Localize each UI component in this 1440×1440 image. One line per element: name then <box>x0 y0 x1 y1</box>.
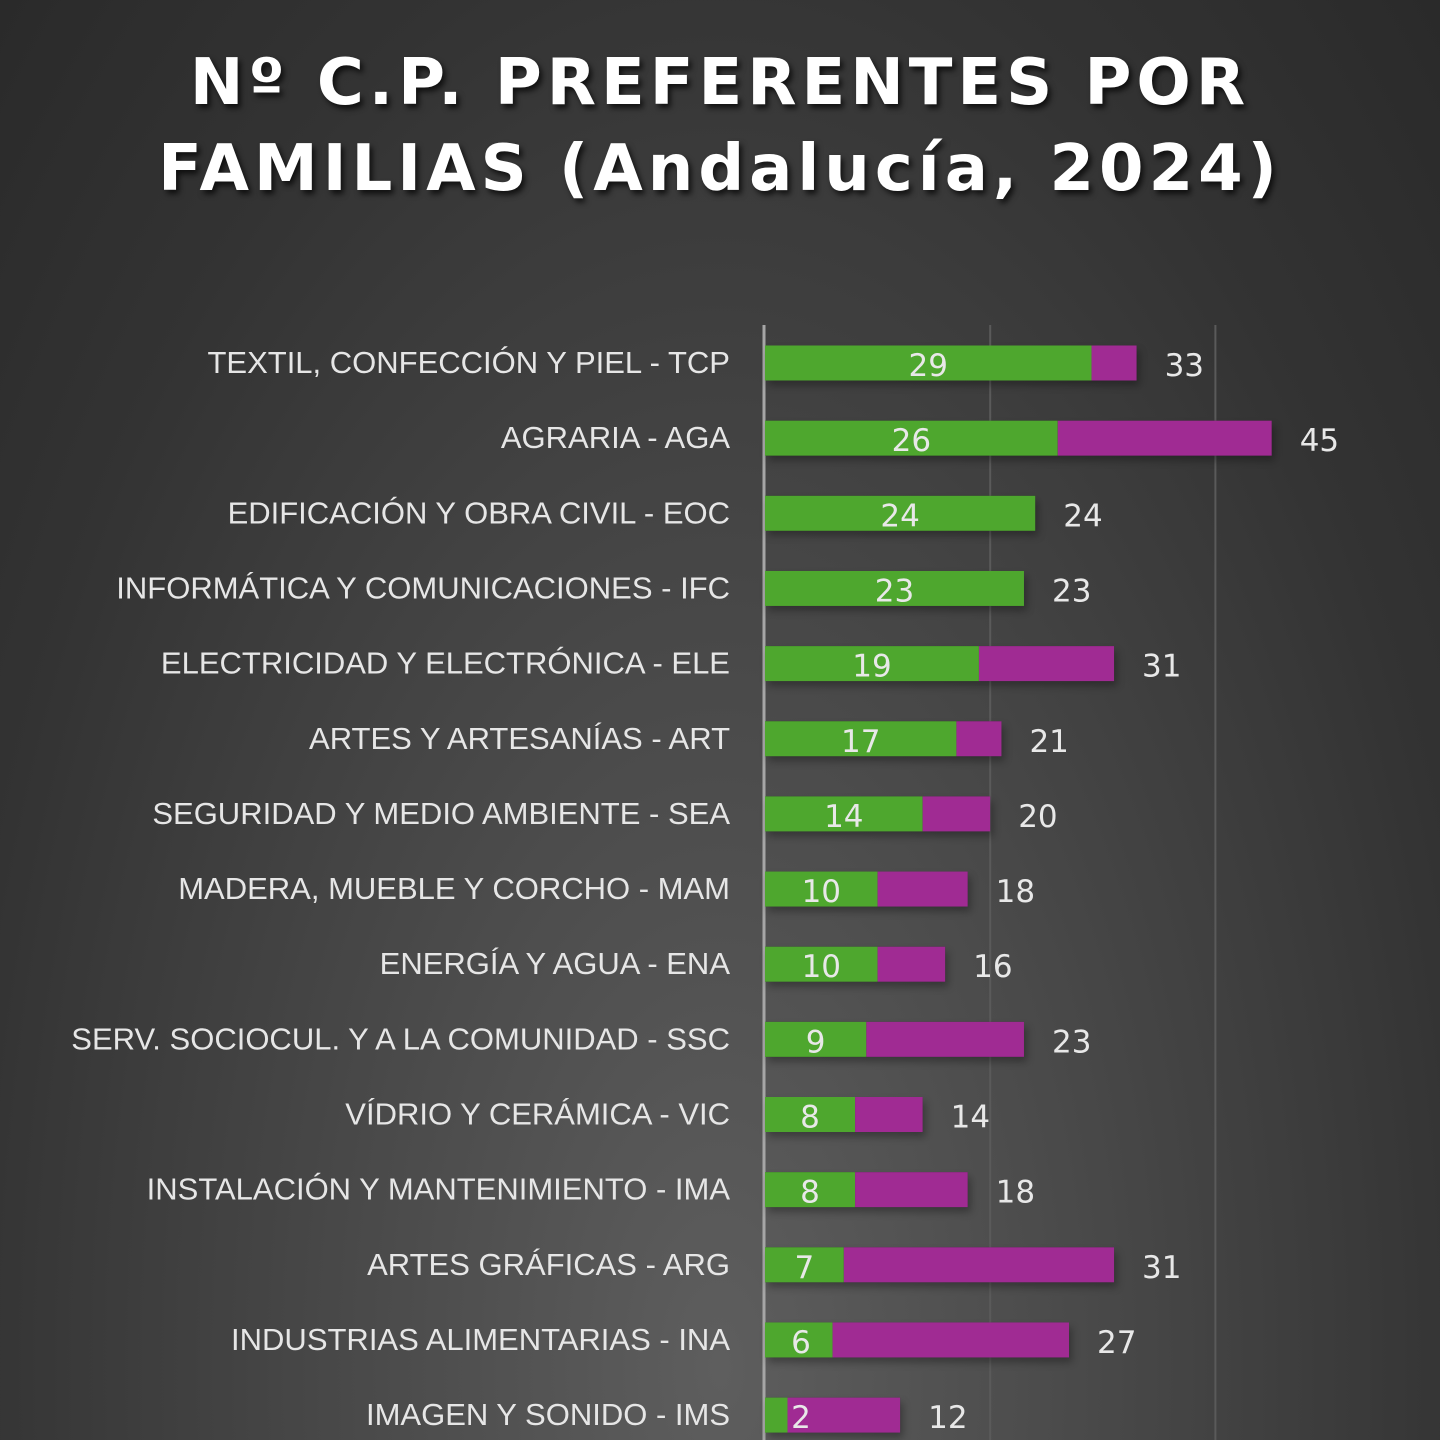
category-label: VÍDRIO Y CERÁMICA - VIC <box>345 1097 730 1132</box>
data-label-total: 31 <box>1142 1250 1181 1286</box>
category-label: INFORMÁTICA Y COMUNICACIONES - IFC <box>116 570 730 605</box>
bar-preferentes <box>765 420 1058 456</box>
bar-resto <box>877 871 968 907</box>
category-label: AGRARIA - AGA <box>501 420 730 455</box>
data-label-total: 23 <box>1052 1024 1091 1060</box>
data-label-total: 33 <box>1165 348 1204 384</box>
data-label-preferentes: 26 <box>892 423 931 459</box>
category-label: ENERGÍA Y AGUA - ENA <box>380 946 731 981</box>
category-label: IMAGEN Y SONIDO - IMS <box>366 1397 730 1432</box>
bar-preferentes <box>765 1021 867 1057</box>
data-label-preferentes: 7 <box>795 1250 815 1286</box>
data-label-preferentes: 19 <box>852 649 891 685</box>
bar-resto <box>855 1172 968 1208</box>
category-label: TEXTIL, CONFECCIÓN Y PIEL - TCP <box>207 345 730 380</box>
data-label-total: 27 <box>1097 1325 1136 1361</box>
chart-title: Nº C.P. PREFERENTES POR FAMILIAS (Andalu… <box>158 46 1282 206</box>
bar-resto <box>922 796 991 832</box>
data-label-total: 20 <box>1018 799 1057 835</box>
bar-preferentes <box>765 345 1092 381</box>
bar-preferentes <box>765 1397 788 1433</box>
bar-preferentes <box>765 495 1036 531</box>
category-label: ARTES GRÁFICAS - ARG <box>367 1247 730 1282</box>
category-label: MADERA, MUEBLE Y CORCHO - MAM <box>178 871 730 906</box>
bar-resto <box>1091 345 1137 381</box>
data-label-total: 14 <box>951 1100 990 1136</box>
data-label-preferentes: 23 <box>875 573 914 609</box>
bar-preferentes <box>765 871 878 907</box>
data-label-total: 31 <box>1142 649 1181 685</box>
data-label-total: 18 <box>996 1175 1035 1211</box>
data-label-total: 12 <box>928 1400 967 1436</box>
data-label-preferentes: 8 <box>800 1175 820 1211</box>
bar-preferentes <box>765 646 979 682</box>
bar-resto <box>978 646 1115 682</box>
category-label: ARTES Y ARTESANÍAS - ART <box>309 721 730 756</box>
category-label: ELECTRICIDAD Y ELECTRÓNICA - ELE <box>161 646 730 681</box>
category-label: SEGURIDAD Y MEDIO AMBIENTE - SEA <box>152 796 730 831</box>
bar-resto <box>1057 420 1272 456</box>
data-label-preferentes: 17 <box>841 724 880 760</box>
data-label-preferentes: 10 <box>802 949 841 985</box>
data-label-total: 18 <box>996 874 1035 910</box>
bar-resto <box>832 1322 1070 1358</box>
data-label-preferentes: 6 <box>791 1325 811 1361</box>
bar-resto <box>956 721 1002 757</box>
bar-resto <box>877 946 946 982</box>
data-label-total: 23 <box>1052 573 1091 609</box>
data-label-total: 21 <box>1029 724 1068 760</box>
bar-resto <box>787 1397 901 1433</box>
category-label: INDUSTRIAS ALIMENTARIAS - INA <box>231 1322 730 1357</box>
data-label-preferentes: 9 <box>806 1024 826 1060</box>
bar-resto <box>855 1097 923 1132</box>
category-label: EDIFICACIÓN Y OBRA CIVIL - EOC <box>228 495 730 530</box>
category-label: INSTALACIÓN Y MANTENIMIENTO - IMA <box>147 1172 731 1207</box>
bar-preferentes <box>765 1247 844 1283</box>
bar-preferentes <box>765 570 1024 606</box>
data-label-preferentes: 2 <box>791 1400 811 1436</box>
data-label-preferentes: 24 <box>880 498 919 534</box>
bar-preferentes <box>765 796 923 832</box>
data-label-preferentes: 8 <box>800 1100 820 1136</box>
bar-preferentes <box>765 1172 856 1208</box>
data-label-total: 24 <box>1063 498 1102 534</box>
category-label: SERV. SOCIOCUL. Y A LA COMUNIDAD - SSC <box>71 1021 730 1056</box>
data-label-preferentes: 29 <box>909 348 948 384</box>
data-label-total: 45 <box>1300 423 1339 459</box>
data-label-total: 16 <box>973 949 1012 985</box>
bar-resto <box>866 1021 1024 1057</box>
bar-preferentes <box>765 1097 856 1132</box>
data-label-preferentes: 14 <box>824 799 863 835</box>
bar-preferentes <box>765 1322 833 1358</box>
bar-preferentes <box>765 721 957 757</box>
bar-resto <box>843 1247 1115 1283</box>
data-label-preferentes: 10 <box>802 874 841 910</box>
bar-preferentes <box>765 946 878 982</box>
